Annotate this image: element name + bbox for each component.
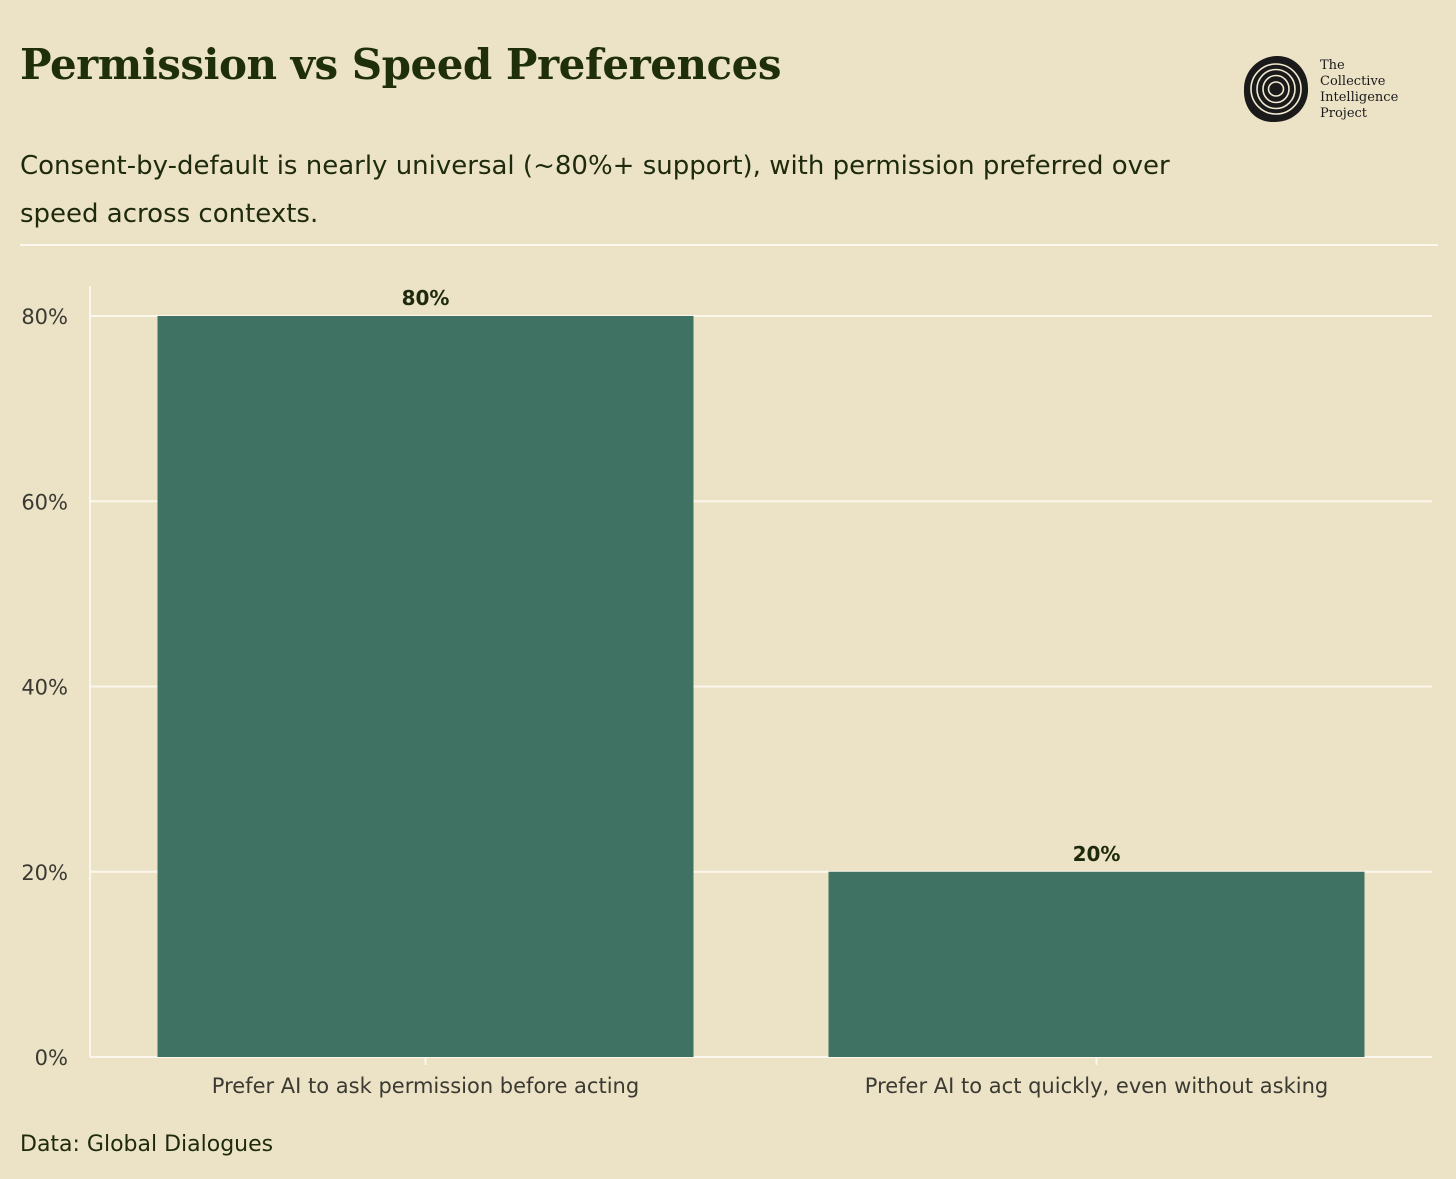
y-tick-label: 80% xyxy=(21,305,68,329)
y-tick-label: 0% xyxy=(35,1046,68,1070)
data-source: Data: Global Dialogues xyxy=(20,1132,274,1157)
data-label: 80% xyxy=(402,286,450,310)
chart-title: Permission vs Speed Preferences xyxy=(20,40,781,89)
header-divider xyxy=(20,244,1438,246)
y-tick-label: 60% xyxy=(21,490,68,514)
logo-line: The xyxy=(1320,58,1345,73)
data-label: 20% xyxy=(1073,842,1121,866)
x-tick-label: Prefer AI to ask permission before actin… xyxy=(212,1074,639,1098)
logo: The Collective Intelligence Project xyxy=(1242,54,1422,126)
logo-line: Project xyxy=(1320,106,1368,121)
chart-subtitle: Consent-by-default is nearly universal (… xyxy=(20,151,1170,229)
x-tick-label: Prefer AI to act quickly, even without a… xyxy=(865,1074,1328,1098)
tree-rings-icon xyxy=(1243,55,1309,123)
bar-chart: 0% 20% 40% 60% 80% 80% Prefer AI to ask permis… xyxy=(21,286,1432,1098)
logo-line: Collective xyxy=(1320,74,1386,89)
logo-text: The Collective Intelligence Project xyxy=(1320,58,1430,122)
logo-line: Intelligence xyxy=(1320,90,1399,105)
y-tick-label: 20% xyxy=(21,861,68,885)
bar xyxy=(828,871,1365,1057)
bar xyxy=(157,316,694,1057)
y-tick-label: 40% xyxy=(21,676,68,700)
